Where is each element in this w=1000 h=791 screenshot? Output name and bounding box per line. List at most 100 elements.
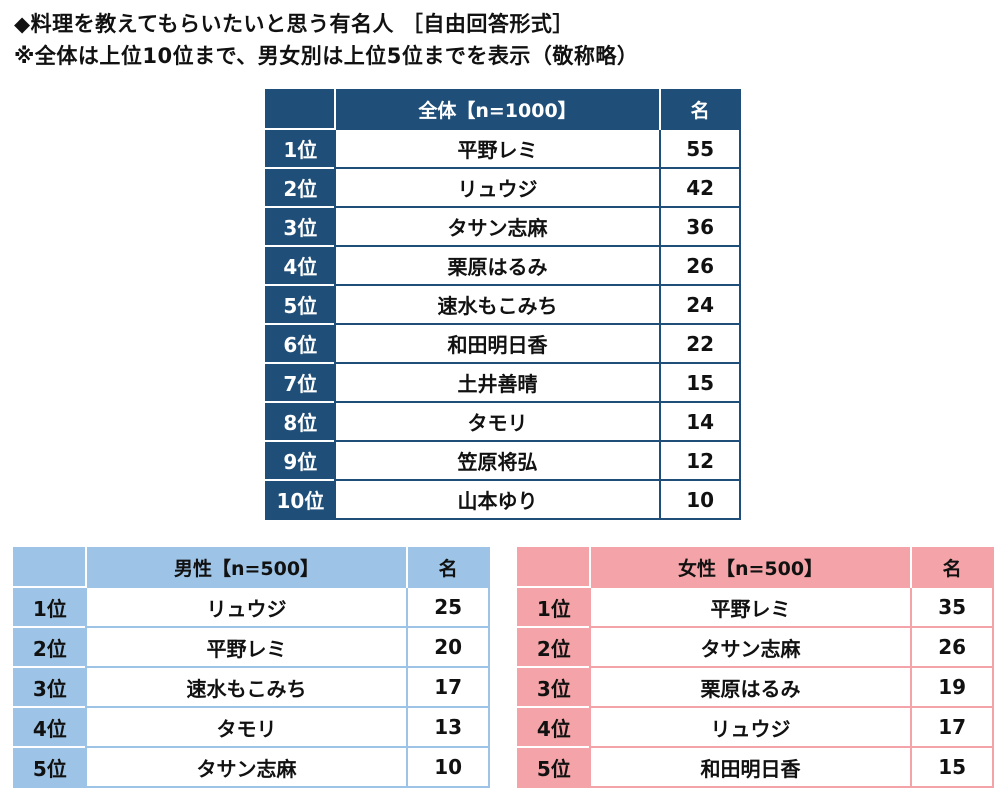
name-cell: タモリ <box>84 706 408 747</box>
table-row: 1位 平野レミ 35 <box>518 586 993 627</box>
count-cell: 24 <box>659 284 740 324</box>
count-cell: 17 <box>910 706 993 747</box>
table-header-row: 女性【n=500】 名 <box>518 548 993 587</box>
female-table-body: 1位 平野レミ 35 2位 タサン志麻 26 3位 栗原はるみ 19 4位 リュウジ 17 5位 和田明日… <box>518 586 993 787</box>
table-row: 3位 速水もこみち 17 <box>14 666 489 707</box>
name-cell: タサン志麻 <box>84 746 408 787</box>
rank-column-header <box>14 548 86 587</box>
rank-cell: 5位 <box>518 746 590 787</box>
count-cell: 19 <box>910 666 993 707</box>
rank-cell: 3位 <box>518 666 590 707</box>
table-row: 5位 タサン志麻 10 <box>14 746 489 787</box>
name-cell: 笠原将弘 <box>333 440 661 480</box>
table-row: 8位 タモリ 14 <box>266 401 740 441</box>
rank-cell: 5位 <box>266 284 335 324</box>
name-cell: 山本ゆり <box>333 479 661 519</box>
male-table-body: 1位 リュウジ 25 2位 平野レミ 20 3位 速水もこみち 17 4位 タモリ 13 5位 タサン志麻… <box>14 586 489 787</box>
overall-ranking-table: 全体【n=1000】 名 1位 平野レミ 55 2位 リュウジ 42 3位 タサン志麻 36 4位… <box>265 89 741 520</box>
name-cell: タサン志麻 <box>333 206 661 246</box>
rank-cell: 1位 <box>14 586 86 627</box>
page-subtitle: ※全体は上位10位まで、男女別は上位5位までを表示（敬称略） <box>14 44 639 68</box>
table-row: 3位 栗原はるみ 19 <box>518 666 993 707</box>
count-cell: 25 <box>406 586 489 627</box>
name-cell: リュウジ <box>84 586 408 627</box>
overall-table-body: 1位 平野レミ 55 2位 リュウジ 42 3位 タサン志麻 36 4位 栗原はるみ 26 5位 速水もこ… <box>266 128 740 519</box>
table-row: 4位 タモリ 13 <box>14 706 489 747</box>
count-cell: 17 <box>406 666 489 707</box>
table-row: 4位 栗原はるみ 26 <box>266 245 740 285</box>
name-cell: タサン志麻 <box>588 626 912 667</box>
rank-cell: 8位 <box>266 401 335 441</box>
count-cell: 26 <box>659 245 740 285</box>
table-row: 5位 和田明日香 15 <box>518 746 993 787</box>
rank-cell: 5位 <box>14 746 86 787</box>
table-row: 2位 リュウジ 42 <box>266 167 740 207</box>
rank-cell: 2位 <box>14 626 86 667</box>
name-cell: 栗原はるみ <box>588 666 912 707</box>
count-cell: 12 <box>659 440 740 480</box>
rank-cell: 9位 <box>266 440 335 480</box>
name-cell: 平野レミ <box>333 128 661 168</box>
rank-cell: 3位 <box>14 666 86 707</box>
count-cell: 42 <box>659 167 740 207</box>
rank-cell: 1位 <box>266 128 335 168</box>
rank-cell: 4位 <box>518 706 590 747</box>
count-cell: 36 <box>659 206 740 246</box>
rank-cell: 4位 <box>266 245 335 285</box>
rank-cell: 4位 <box>14 706 86 747</box>
table-header-row: 男性【n=500】 名 <box>14 548 489 587</box>
table-row: 10位 山本ゆり 10 <box>266 479 740 519</box>
table-row: 4位 リュウジ 17 <box>518 706 993 747</box>
table-row: 1位 リュウジ 25 <box>14 586 489 627</box>
rank-cell: 1位 <box>518 586 590 627</box>
name-cell: 和田明日香 <box>588 746 912 787</box>
table-row: 5位 速水もこみち 24 <box>266 284 740 324</box>
count-cell: 26 <box>910 626 993 667</box>
name-cell: 平野レミ <box>588 586 912 627</box>
count-cell: 10 <box>659 479 740 519</box>
rank-column-header <box>266 90 335 129</box>
rank-cell: 2位 <box>266 167 335 207</box>
rank-cell: 3位 <box>266 206 335 246</box>
table-row: 6位 和田明日香 22 <box>266 323 740 363</box>
name-cell: 速水もこみち <box>84 666 408 707</box>
male-ranking-table: 男性【n=500】 名 1位 リュウジ 25 2位 平野レミ 20 3位 速水もこみち 17 4位… <box>13 547 490 788</box>
count-cell: 22 <box>659 323 740 363</box>
count-cell: 10 <box>406 746 489 787</box>
count-cell: 55 <box>659 128 740 168</box>
page-title: ◆料理を教えてもらいたいと思う有名人 ［自由回答形式］ <box>14 12 574 36</box>
name-column-header: 女性【n=500】 <box>588 548 912 587</box>
count-column-header: 名 <box>406 548 489 587</box>
rank-cell: 2位 <box>518 626 590 667</box>
count-column-header: 名 <box>910 548 993 587</box>
rank-cell: 10位 <box>266 479 335 519</box>
count-cell: 13 <box>406 706 489 747</box>
rank-column-header <box>518 548 590 587</box>
count-cell: 15 <box>659 362 740 402</box>
rank-cell: 7位 <box>266 362 335 402</box>
name-cell: リュウジ <box>333 167 661 207</box>
name-column-header: 全体【n=1000】 <box>333 90 661 129</box>
name-cell: 土井善晴 <box>333 362 661 402</box>
count-cell: 14 <box>659 401 740 441</box>
count-cell: 35 <box>910 586 993 627</box>
name-cell: タモリ <box>333 401 661 441</box>
table-header-row: 全体【n=1000】 名 <box>266 90 740 129</box>
table-row: 1位 平野レミ 55 <box>266 128 740 168</box>
name-cell: 栗原はるみ <box>333 245 661 285</box>
name-cell: 平野レミ <box>84 626 408 667</box>
table-row: 3位 タサン志麻 36 <box>266 206 740 246</box>
table-row: 2位 タサン志麻 26 <box>518 626 993 667</box>
table-row: 7位 土井善晴 15 <box>266 362 740 402</box>
female-ranking-table: 女性【n=500】 名 1位 平野レミ 35 2位 タサン志麻 26 3位 栗原はるみ 19 4位… <box>517 547 994 788</box>
name-cell: 速水もこみち <box>333 284 661 324</box>
table-row: 9位 笠原将弘 12 <box>266 440 740 480</box>
count-column-header: 名 <box>659 90 740 129</box>
name-column-header: 男性【n=500】 <box>84 548 408 587</box>
name-cell: 和田明日香 <box>333 323 661 363</box>
rank-cell: 6位 <box>266 323 335 363</box>
count-cell: 20 <box>406 626 489 667</box>
count-cell: 15 <box>910 746 993 787</box>
name-cell: リュウジ <box>588 706 912 747</box>
table-row: 2位 平野レミ 20 <box>14 626 489 667</box>
